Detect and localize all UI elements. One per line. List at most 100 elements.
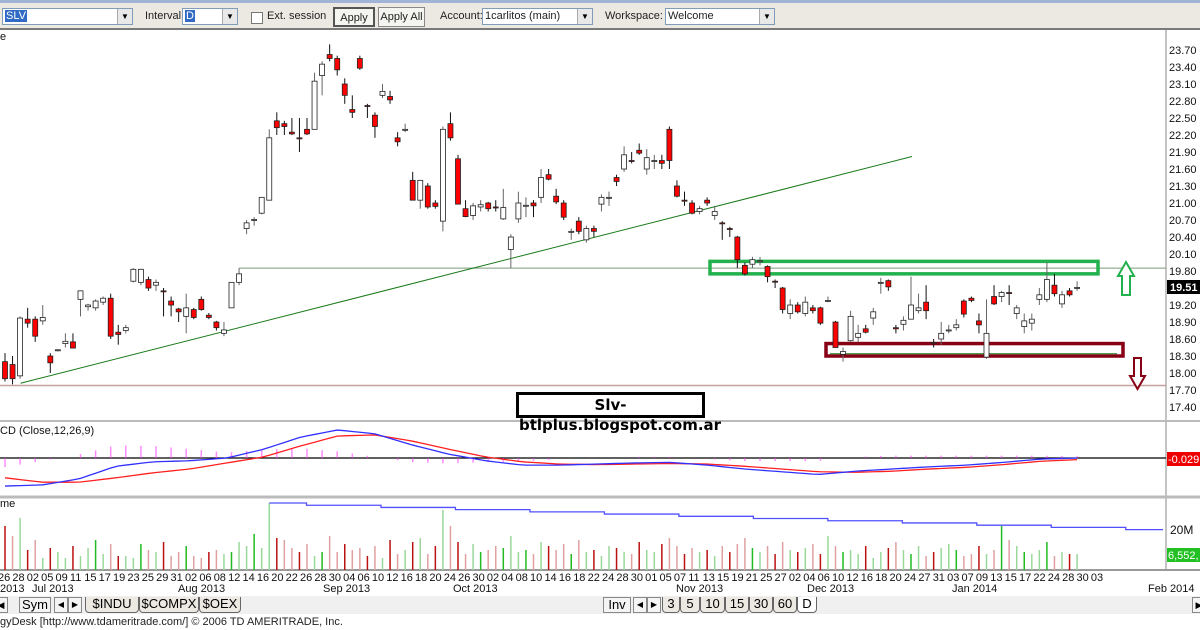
candle-body: [606, 196, 612, 199]
candle: [545, 169, 552, 181]
candle-body: [115, 331, 122, 335]
date-tick-label: 18: [875, 572, 888, 584]
candle-body: [304, 128, 310, 135]
inv-button[interactable]: Inv: [603, 597, 631, 613]
candle-body: [757, 260, 763, 263]
sym-button[interactable]: Sym: [19, 597, 51, 613]
candle-body: [900, 319, 907, 325]
candle: [1013, 305, 1020, 320]
candle-body: [130, 268, 137, 282]
candle: [908, 276, 914, 320]
symbol-combo[interactable]: SLV ▼: [2, 8, 133, 25]
candle-body: [568, 230, 575, 233]
candle: [258, 196, 265, 215]
last-price: 19.51: [1170, 282, 1198, 294]
tab-interval-30[interactable]: 30: [749, 597, 773, 613]
date-tick-label: 15: [84, 572, 97, 584]
macd-panel-label: CD (Close,12,26,9): [0, 425, 94, 437]
tab-oex[interactable]: $OEX: [199, 597, 241, 613]
candle: [175, 307, 182, 323]
candle-body: [545, 174, 552, 180]
chevron-down-icon[interactable]: ▼: [577, 9, 592, 24]
date-tick-label: 13: [990, 572, 1003, 584]
candle: [288, 118, 295, 136]
tab-indu[interactable]: $INDU: [85, 597, 139, 613]
tab-prev-button[interactable]: ◀: [54, 597, 68, 613]
tab-next-button[interactable]: ▶: [68, 597, 82, 613]
scroll-left-button[interactable]: ◀: [0, 597, 8, 613]
workspace-combo[interactable]: Welcome ▼: [665, 8, 775, 25]
candle-body: [976, 320, 982, 326]
candle: [757, 256, 763, 266]
candle-body: [628, 160, 635, 162]
date-tick-label: 26: [0, 572, 11, 584]
candle-body: [583, 228, 590, 241]
date-tick-label: 15: [1004, 572, 1017, 584]
scroll-right-button[interactable]: ▶: [1192, 597, 1200, 613]
chevron-down-icon[interactable]: ▼: [117, 9, 132, 24]
candle-body: [394, 137, 401, 143]
candle-body: [205, 314, 212, 318]
candle: [651, 154, 658, 170]
date-tick-label: 02: [184, 572, 198, 584]
candle: [930, 339, 937, 348]
candle-body: [915, 307, 922, 312]
apply-button[interactable]: Apply: [333, 7, 375, 27]
candle-body: [862, 328, 869, 333]
candle-body: [356, 58, 363, 69]
date-tick-label: 03: [947, 572, 960, 584]
candle: [779, 286, 786, 314]
interval-prev-button[interactable]: ◀: [633, 597, 647, 613]
tab-compx[interactable]: $COMPX: [139, 597, 199, 613]
price-tick-label: 18.00: [1169, 368, 1197, 380]
candle-body: [870, 311, 877, 319]
candle-body: [779, 287, 786, 310]
ext-session-checkbox[interactable]: [251, 12, 263, 24]
candle-body: [32, 318, 39, 337]
date-tick-label: 18: [573, 572, 586, 584]
tab-interval-10[interactable]: 10: [700, 597, 725, 613]
candle: [726, 226, 733, 238]
candle-body: [432, 202, 439, 207]
tab-interval-3[interactable]: 3: [662, 597, 680, 613]
candle-body: [1066, 290, 1073, 296]
candle-body: [168, 300, 175, 306]
candle: [137, 268, 144, 286]
month-label: Aug 2013: [178, 583, 226, 595]
candle-body: [439, 128, 446, 222]
candle-body: [92, 300, 99, 309]
annotations: [0, 156, 1166, 392]
date-tick-label: 30: [328, 572, 341, 584]
candle: [696, 205, 703, 215]
macd-value: -0.029: [1168, 454, 1199, 466]
candle: [915, 293, 922, 314]
chart-area[interactable]: e CD (Close,12,26,9) me 23.7023.4023.102…: [0, 30, 1200, 571]
tab-interval-60[interactable]: 60: [773, 597, 797, 613]
candle: [100, 296, 107, 306]
candle-body: [326, 54, 333, 59]
interval-next-button[interactable]: ▶: [647, 597, 661, 613]
date-tick-label: 02: [788, 572, 802, 584]
interval-combo[interactable]: D ▼: [182, 8, 238, 25]
candle: [243, 220, 250, 235]
candle: [674, 180, 680, 198]
date-axis: 26 28 02 05 09 11 15 17 19 23 25 29 31 02 06 08 12 14 16 20…: [0, 571, 1200, 597]
account-combo[interactable]: 1carlitos (main) ▼: [482, 8, 593, 25]
tab-interval-15[interactable]: 15: [725, 597, 749, 613]
candle: [402, 123, 409, 133]
tab-interval-d[interactable]: D: [797, 597, 817, 613]
average-volume-line: [269, 502, 1163, 531]
candle-body: [311, 80, 318, 130]
apply-all-button[interactable]: Apply All: [378, 7, 425, 27]
price-axis: 23.70 23.40 23.10 22.80 22.50 22.20 21.90 21.60…: [1169, 45, 1197, 414]
candle: [372, 112, 378, 138]
tab-interval-5[interactable]: 5: [680, 597, 700, 613]
month-label: Oct 2013: [453, 583, 498, 595]
chevron-down-icon[interactable]: ▼: [222, 9, 237, 24]
toolbar: SLV ▼ Interval: D ▼ Ext. session Apply App…: [0, 0, 1200, 30]
date-tick-label: 06: [199, 572, 212, 584]
candle-body: [689, 202, 695, 214]
candle: [107, 293, 114, 340]
chevron-down-icon[interactable]: ▼: [759, 9, 774, 24]
candle-body: [908, 304, 914, 320]
